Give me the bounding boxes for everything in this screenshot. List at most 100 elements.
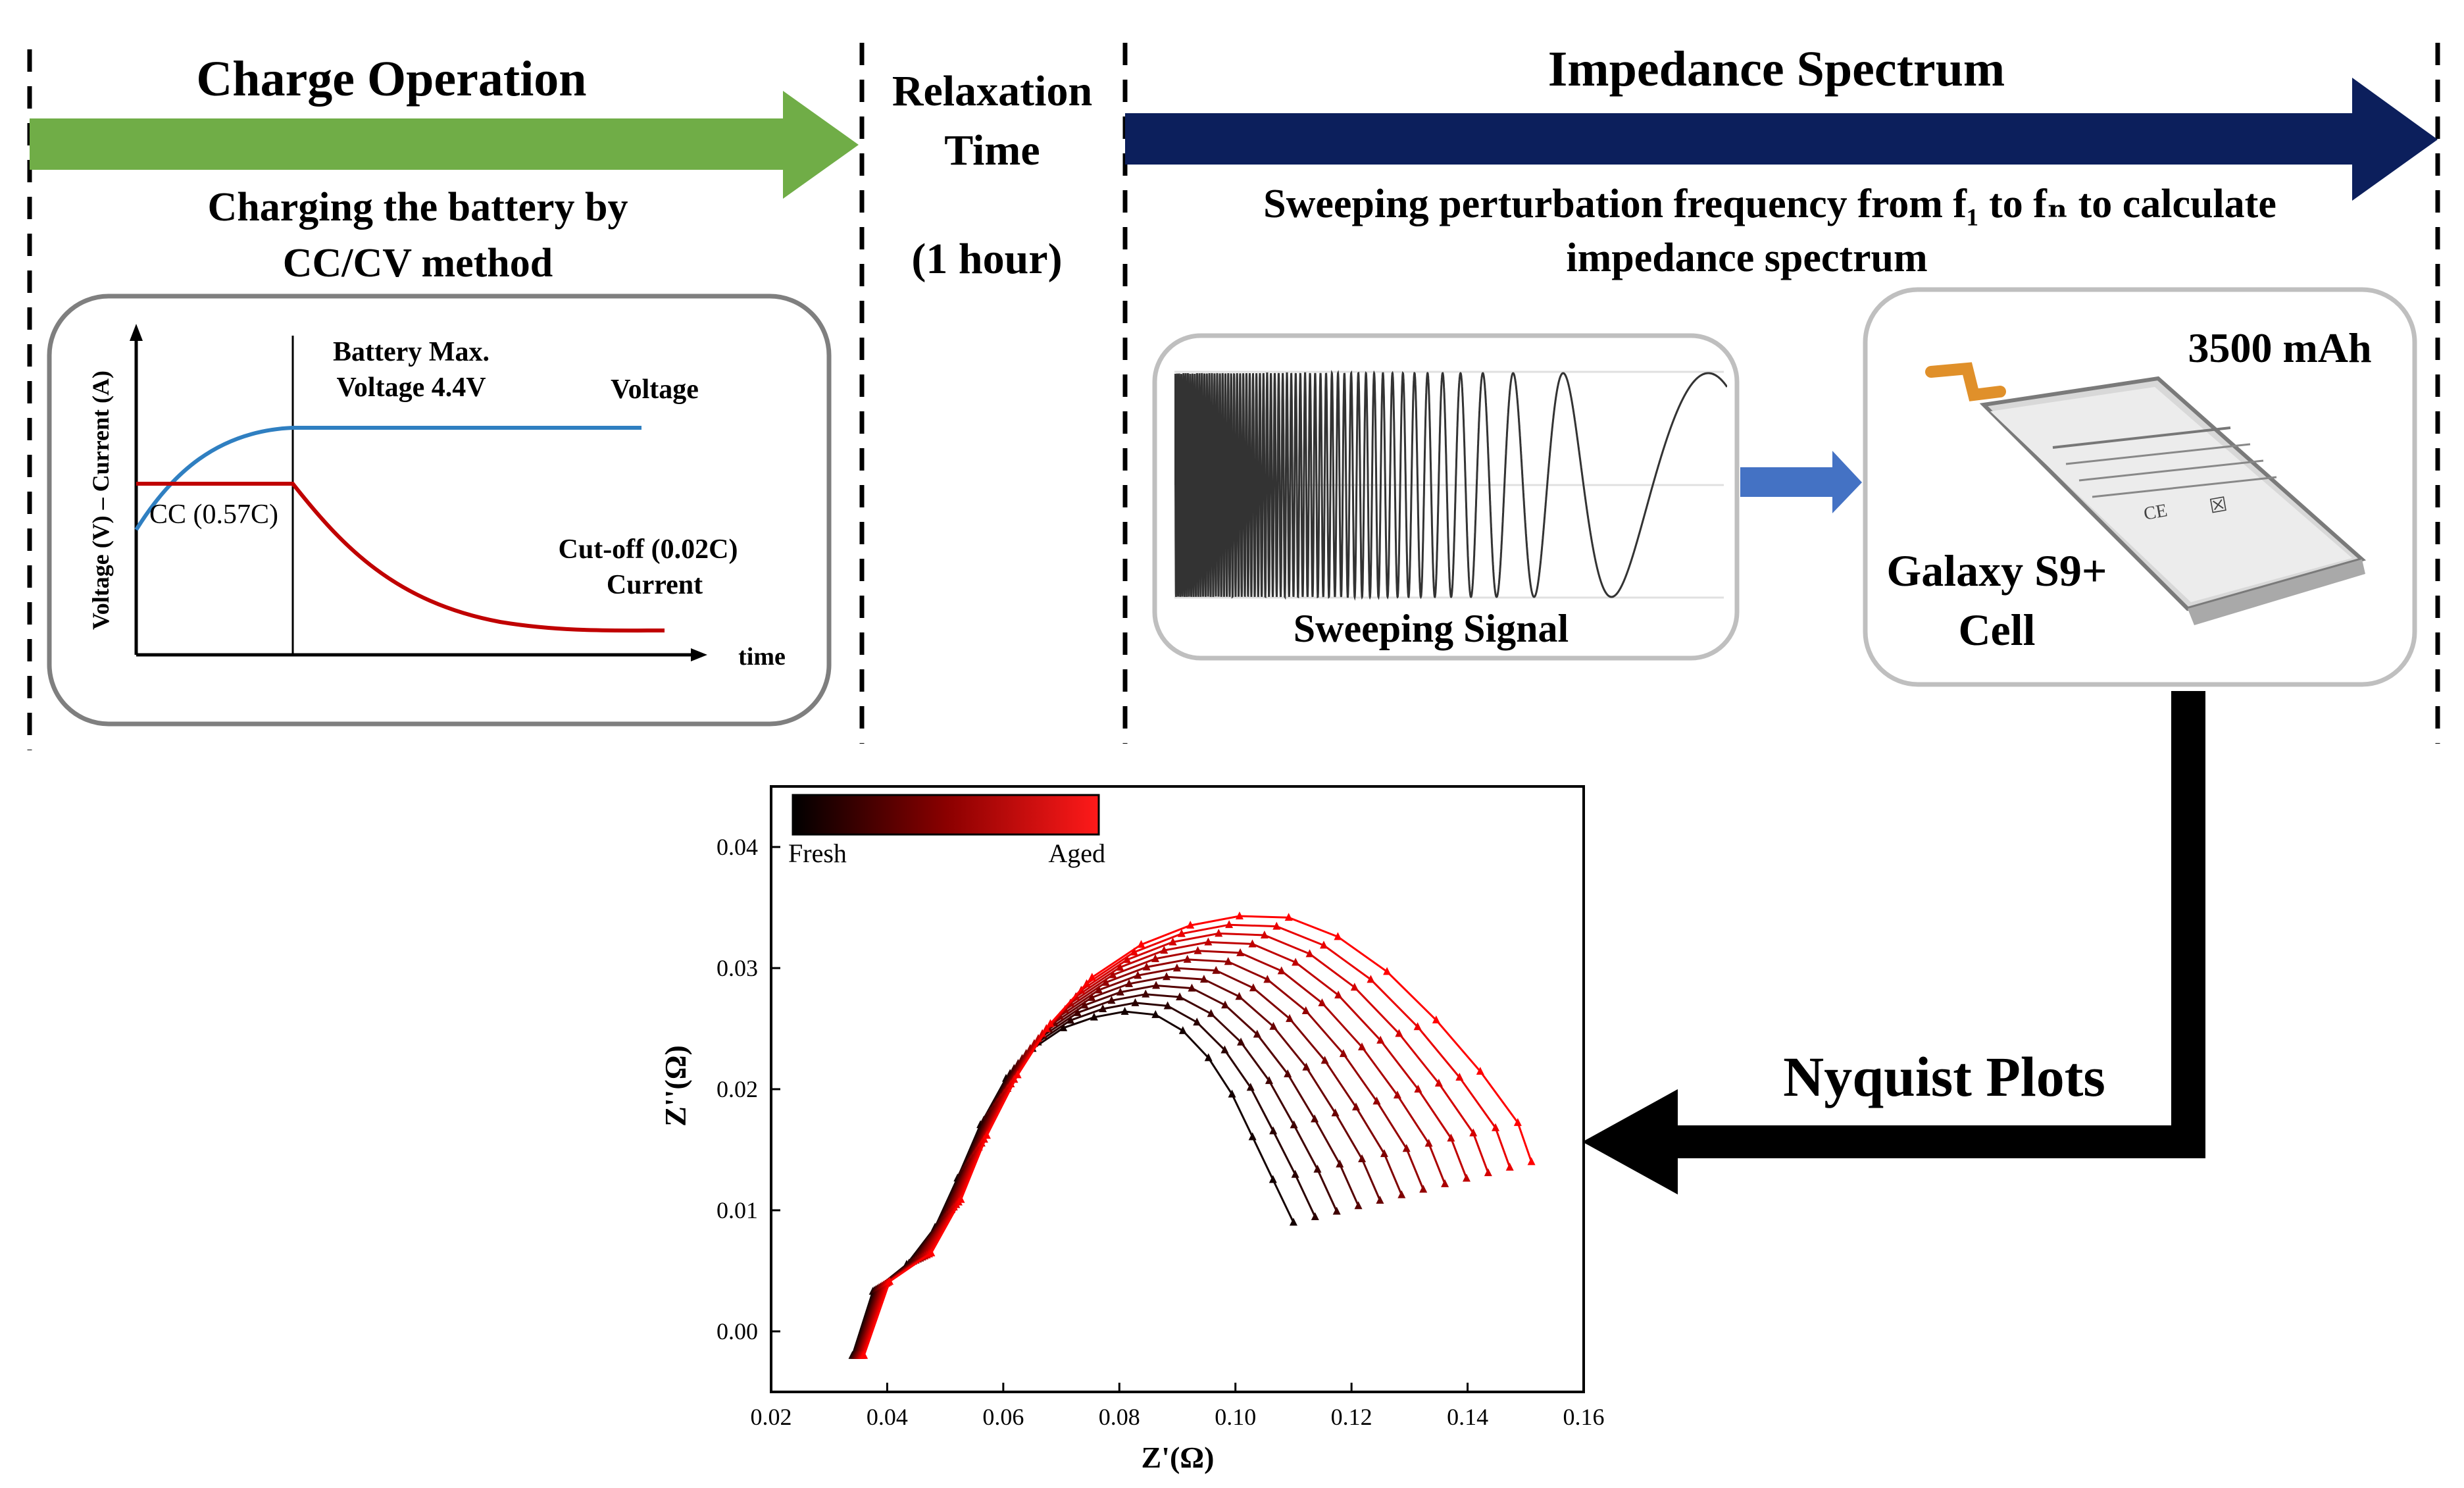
nyquist-data-point bbox=[1225, 920, 1234, 929]
nyquist-data-point bbox=[1367, 975, 1375, 983]
nyquist-data-point bbox=[1455, 1072, 1464, 1081]
nyquist-data-point bbox=[1393, 1090, 1401, 1099]
nyquist-data-point bbox=[1402, 1144, 1411, 1152]
relaxation-duration: (1 hour) bbox=[911, 235, 1062, 283]
nyquist-data-point bbox=[957, 1194, 965, 1203]
nyquist-data-point bbox=[1134, 971, 1142, 979]
y-tick-label: 0.00 bbox=[717, 1318, 758, 1345]
nyquist-data-point bbox=[1358, 1154, 1367, 1162]
nyquist-data-point bbox=[1397, 1190, 1406, 1198]
nyquist-data-point bbox=[1236, 948, 1245, 956]
nyquist-data-point bbox=[927, 1248, 936, 1256]
nyquist-series-line bbox=[863, 915, 1533, 1356]
sweeping-signal-panel: Sweeping Signal bbox=[1152, 333, 1740, 661]
nyquist-data-point bbox=[1272, 921, 1281, 930]
battery-capacity: 3500 mAh bbox=[2188, 324, 2371, 371]
nyquist-data-point bbox=[1269, 1126, 1278, 1135]
nyquist-x-axis-label: Z'(Ω) bbox=[1142, 1441, 1215, 1474]
x-tick-label: 0.14 bbox=[1447, 1404, 1488, 1430]
nyquist-data-point bbox=[1101, 977, 1110, 986]
colorbar-fresh-label: Fresh bbox=[788, 838, 847, 868]
nyquist-data-point bbox=[1224, 957, 1232, 965]
nyquist-data-point bbox=[1441, 1179, 1449, 1187]
battery-name-line1: Galaxy S9+ bbox=[1886, 546, 2107, 596]
sweep-waveform bbox=[1174, 370, 1727, 601]
nyquist-data-point bbox=[1424, 1139, 1433, 1147]
impedance-description-line2: impedance spectrum bbox=[1566, 236, 1927, 280]
nyquist-data-point bbox=[1413, 1022, 1422, 1031]
charge-operation-title: Charge Operation bbox=[196, 51, 586, 107]
nyquist-data-point bbox=[1248, 1132, 1257, 1141]
nyquist-data-point bbox=[1122, 955, 1131, 963]
nyquist-data-point bbox=[1109, 970, 1117, 979]
nyquist-data-point bbox=[1152, 981, 1161, 989]
nyquist-data-point bbox=[1162, 972, 1170, 981]
nyquist-data-point bbox=[1350, 983, 1359, 991]
nyquist-data-point bbox=[1318, 998, 1326, 1007]
nyquist-chart: Fresh Aged 0.02 0.04 0.06 0.08 0.10 0.12 0.14 0… bbox=[659, 785, 1605, 1474]
voltage-curve bbox=[134, 426, 641, 531]
nyquist-data-point bbox=[1125, 979, 1134, 987]
nyquist-data-point bbox=[1286, 1013, 1294, 1022]
nyquist-data-point bbox=[1137, 940, 1145, 948]
y-tick-label: 0.01 bbox=[717, 1197, 758, 1223]
nyquist-data-point bbox=[1290, 1120, 1298, 1129]
nyquist-plots-label: Nyquist Plots bbox=[1783, 1045, 2105, 1108]
nyquist-data-point bbox=[1099, 1004, 1107, 1012]
nyquist-data-point bbox=[1336, 1159, 1344, 1167]
nyquist-data-point bbox=[1204, 1053, 1213, 1062]
nyquist-data-point bbox=[1269, 1175, 1277, 1183]
nyquist-data-point bbox=[1142, 989, 1150, 998]
battery-cell-panel: 3500 mAh CE ☒ Galaxy S9+ Cell bbox=[1863, 287, 2417, 687]
relaxation-title-line2: Time bbox=[944, 126, 1040, 174]
max-voltage-label-line2: Voltage 4.4V bbox=[336, 372, 486, 403]
nyquist-data-point bbox=[1248, 939, 1257, 948]
nyquist-data-point bbox=[1207, 1009, 1215, 1017]
cutoff-label-line2: Current bbox=[607, 570, 703, 600]
cccv-y-axis-label: Voltage (V) – Current (A) bbox=[88, 371, 114, 630]
nyquist-data-point bbox=[1194, 946, 1202, 954]
nyquist-data-point bbox=[1334, 932, 1342, 940]
nyquist-data-point bbox=[1186, 921, 1195, 929]
nyquist-data-point bbox=[1212, 965, 1220, 974]
nyquist-data-point bbox=[1235, 992, 1244, 1000]
y-tick-label: 0.03 bbox=[717, 955, 758, 981]
nyquist-data-point bbox=[1116, 962, 1124, 971]
nyquist-data-point bbox=[860, 1350, 868, 1359]
nyquist-data-point bbox=[1228, 1089, 1236, 1098]
nyquist-data-point bbox=[1088, 973, 1096, 981]
nyquist-data-point bbox=[1447, 1133, 1455, 1142]
nyquist-data-point bbox=[1172, 963, 1181, 972]
x-tick-label: 0.02 bbox=[751, 1404, 792, 1430]
nyquist-data-point bbox=[1305, 949, 1314, 958]
nyquist-data-point bbox=[1513, 1117, 1522, 1126]
impedance-spectrum-title: Impedance Spectrum bbox=[1548, 41, 2005, 97]
nyquist-data-point bbox=[1253, 1029, 1261, 1038]
nyquist-data-point bbox=[1476, 1066, 1484, 1075]
nyquist-data-point bbox=[1376, 1195, 1384, 1204]
nyquist-data-point bbox=[1462, 1173, 1471, 1182]
x-tick-label: 0.08 bbox=[1099, 1404, 1140, 1430]
nyquist-data-point bbox=[1073, 1008, 1082, 1016]
nyquist-data-point bbox=[1372, 1096, 1381, 1105]
nyquist-data-point bbox=[1265, 1076, 1273, 1085]
nyquist-data-point bbox=[1383, 967, 1392, 975]
nyquist-data-point bbox=[1013, 1070, 1022, 1079]
nyquist-data-point bbox=[1419, 1185, 1428, 1193]
impedance-spectrum-arrow bbox=[1125, 78, 2438, 201]
voltage-label: Voltage bbox=[611, 374, 699, 405]
nyquist-data-point bbox=[1107, 996, 1116, 1004]
sweeping-signal-label: Sweeping Signal bbox=[1294, 607, 1569, 650]
nyquist-data-point bbox=[1046, 1019, 1055, 1027]
nyquist-data-point bbox=[1080, 1000, 1089, 1009]
nyquist-data-point bbox=[1319, 940, 1328, 949]
nyquist-data-point bbox=[1169, 937, 1177, 946]
nyquist-data-point bbox=[1302, 1062, 1311, 1071]
nyquist-data-point bbox=[1492, 1123, 1500, 1131]
nyquist-data-point bbox=[1260, 931, 1269, 939]
nyquist-data-point bbox=[1160, 946, 1169, 954]
nyquist-data-point bbox=[1090, 1012, 1098, 1021]
current-curve bbox=[136, 482, 665, 633]
colorbar-aged-label: Aged bbox=[1048, 838, 1105, 868]
